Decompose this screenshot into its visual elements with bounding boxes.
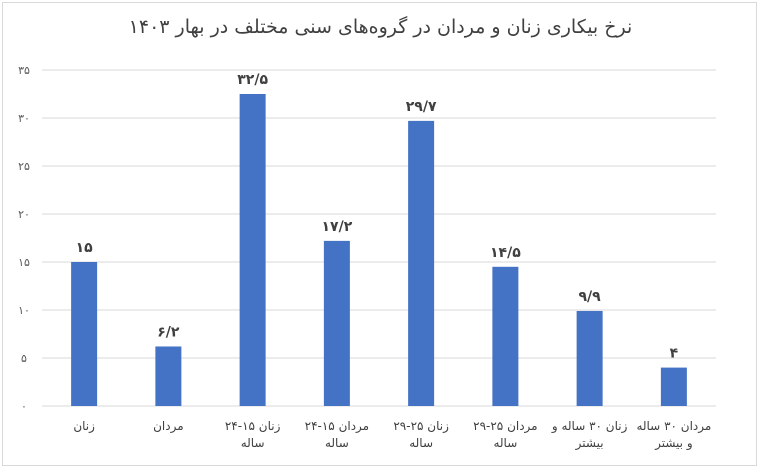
x-category-label: زنان ۲۵-۲۹ ساله [393, 419, 449, 450]
y-tick-label: ۲۰ [18, 208, 30, 221]
x-category-label: مردان ۱۵-۲۴ ساله [305, 419, 369, 450]
data-label: ۱۵ [76, 240, 94, 256]
bar [239, 94, 266, 406]
x-axis-labels: زنان مردان زنان ۱۵-۲۴ ساله مردان ۱۵-۲۴ ساله زن… [73, 419, 711, 451]
x-category-label: زنان [73, 419, 95, 434]
y-tick-label: ۳۰ [18, 112, 30, 125]
data-label: ۶/۲ [157, 324, 180, 340]
data-label: ۳۲/۵ [237, 72, 268, 88]
y-tick-label: ۳۵ [18, 64, 30, 77]
data-label: ۴ [670, 346, 679, 362]
data-label: ۱۷/۲ [322, 219, 353, 235]
x-category-label: زنان ۱۵-۲۴ ساله [225, 419, 281, 450]
bar [71, 262, 98, 406]
x-category-label: زنان ۳۰ ساله و بیشتر [551, 419, 628, 451]
bar [323, 240, 350, 406]
data-label: ۱۴/۵ [490, 245, 521, 261]
x-category-label: مردان [153, 419, 184, 434]
bar [576, 310, 603, 406]
y-tick-label: ۱۵ [18, 256, 30, 269]
bar [660, 367, 687, 406]
data-labels: ۱۵ ۶/۲ ۳۲/۵ ۱۷/۲ ۲۹/۷ ۱۴/۵ ۹/۹ ۴ [76, 72, 679, 362]
y-tick-label: ۱۰ [18, 304, 30, 317]
gridlines [42, 69, 716, 407]
y-tick-label: ۲۵ [18, 160, 30, 173]
x-category-label: مردان ۳۰ ساله و بیشتر [636, 419, 711, 451]
bar [408, 120, 435, 406]
y-axis-ticks: ۰ ۵ ۱۰ ۱۵ ۲۰ ۲۵ ۳۰ ۳۵ [18, 64, 30, 413]
data-label: ۹/۹ [579, 289, 602, 305]
y-tick-label: ۰ [21, 400, 27, 413]
bar [492, 266, 519, 406]
bar [155, 346, 182, 406]
y-tick-label: ۵ [21, 352, 27, 365]
x-category-label: مردان ۲۵-۲۹ ساله [473, 419, 537, 450]
bars [71, 94, 687, 406]
chart-frame [2, 2, 757, 466]
chart-title: نرخ بیکاری زنان و مردان در گروه‌های سنی … [128, 16, 633, 38]
data-label: ۲۹/۷ [406, 99, 437, 115]
